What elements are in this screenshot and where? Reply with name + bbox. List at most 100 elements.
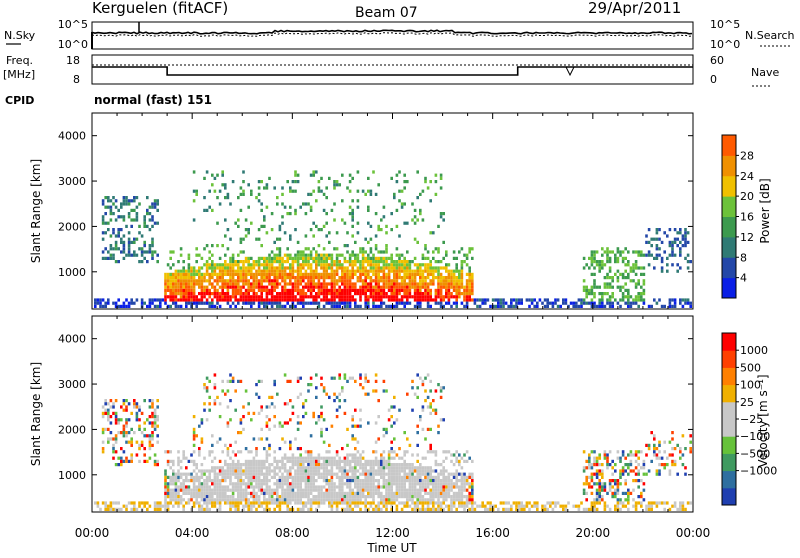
range-cell [323,273,326,276]
range-cell [232,292,235,295]
range-cell [190,273,193,276]
range-cell [333,302,336,305]
range-cell [211,292,214,295]
range-cell [286,212,289,215]
nave-right-tick-bottom: 0 [710,73,717,86]
range-cell [240,476,243,479]
range-cell [453,270,456,273]
range-cell [289,498,292,501]
range-cell [182,298,185,301]
range-cell [216,302,219,305]
range-cell [383,276,386,279]
range-cell [518,505,521,508]
range-cell [331,466,334,469]
range-cell [598,489,601,492]
range-cell [593,257,596,260]
range-cell [198,505,201,508]
range-cell [201,489,204,492]
range-cell [229,298,232,301]
range-cell [328,473,331,476]
range-cell [143,399,146,402]
range-cell [648,254,651,257]
range-cell [637,463,640,466]
range-cell [325,295,328,298]
range-cell [169,466,172,469]
range-cell [336,473,339,476]
range-cell [305,399,308,402]
range-cell [531,302,534,305]
range-cell [468,276,471,279]
range-cell [112,196,115,199]
range-cell [671,254,674,257]
range-cell [164,498,167,501]
range-cell [533,305,536,308]
range-cell [268,282,271,285]
range-cell [442,482,445,485]
range-cell [406,292,409,295]
range-cell [115,450,118,453]
range-cell [552,501,555,504]
range-cell [624,457,627,460]
range-cell [164,276,167,279]
range-cell [245,234,248,237]
range-cell [284,270,287,273]
range-cell [169,273,172,276]
range-cell [515,298,518,301]
range-cell [164,282,167,285]
range-cell [427,186,430,189]
range-cell [154,425,157,428]
range-cell [406,437,409,440]
range-cell [221,183,224,186]
range-cell [169,289,172,292]
range-cell [440,174,443,177]
range-cell [422,273,425,276]
range-cell [354,447,357,450]
range-cell [351,266,354,269]
range-cell [323,469,326,472]
range-cell [310,279,313,282]
range-cell [411,482,414,485]
range-cell [279,250,282,253]
range-cell [643,473,646,476]
range-cell [333,183,336,186]
range-cell [206,298,209,301]
range-cell [260,437,263,440]
range-cell [617,247,620,250]
range-cell [396,273,399,276]
range-cell [619,476,622,479]
range-cell [658,463,661,466]
range-cell [273,186,276,189]
range-cell [455,270,458,273]
range-cell [474,302,477,305]
range-cell [362,450,365,453]
range-cell [422,279,425,282]
range-cell [193,479,196,482]
range-cell [284,206,287,209]
range-cell [112,457,115,460]
range-cell [377,282,380,285]
range-cell [172,476,175,479]
range-cell [253,273,256,276]
range-cell [401,489,404,492]
range-cell [403,180,406,183]
range-cell [154,505,157,508]
range-cell [112,257,115,260]
range-cell [414,479,417,482]
range-cell [125,409,128,412]
range-cell [437,270,440,273]
range-cell [312,222,315,225]
range-cell [253,295,256,298]
range-cell [263,447,266,450]
range-cell [289,476,292,479]
range-cell [245,266,248,269]
range-cell [206,389,209,392]
range-cell [219,273,222,276]
range-cell [110,254,113,257]
range-cell [468,279,471,282]
range-cell [661,241,664,244]
range-cell [344,244,347,247]
range-cell [341,485,344,488]
range-cell [203,495,206,498]
range-cell [169,257,172,260]
range-cell [346,492,349,495]
